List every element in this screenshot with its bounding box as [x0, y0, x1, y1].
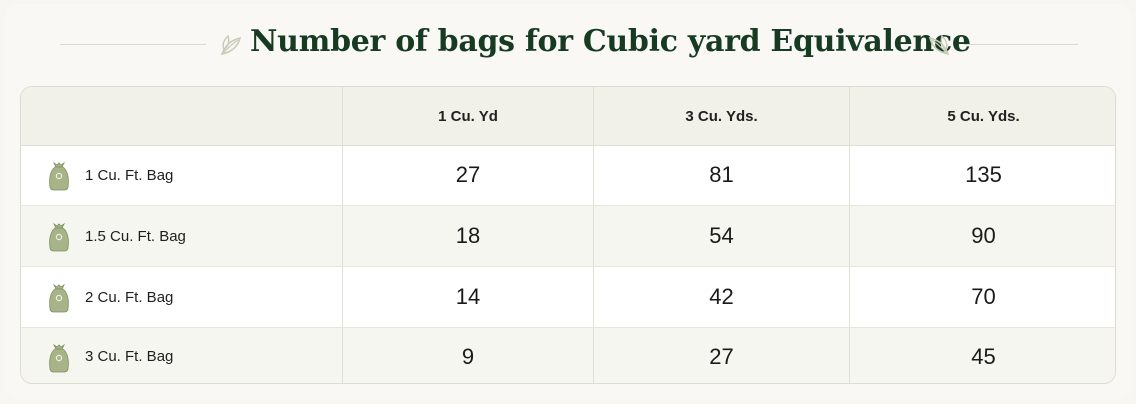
- value-cell: 18: [342, 206, 593, 266]
- value-cell: 70: [849, 267, 1115, 327]
- table-row: 1.5 Cu. Ft. Bag 18 54 90: [21, 206, 1115, 267]
- table-row: 3 Cu. Ft. Bag 9 27 45: [21, 328, 1115, 383]
- row-label: 1.5 Cu. Ft. Bag: [85, 227, 186, 245]
- row-label-cell: 1 Cu. Ft. Bag: [21, 145, 342, 205]
- title-row: Number of bags for Cubic yard Equivalenc…: [0, 22, 1136, 72]
- table-row: 1 Cu. Ft. Bag 27 81 135: [21, 145, 1115, 206]
- value-cell: 9: [342, 328, 593, 383]
- header-cell-1-cu-yd: 1 Cu. Yd: [342, 87, 593, 145]
- value-cell: 42: [593, 267, 849, 327]
- bag-icon: [49, 161, 69, 191]
- value-cell: 27: [593, 328, 849, 383]
- value-cell: 14: [342, 267, 593, 327]
- value-cell: 27: [342, 145, 593, 205]
- divider-right: [964, 44, 1078, 45]
- row-label: 3 Cu. Ft. Bag: [85, 348, 174, 365]
- row-label: 2 Cu. Ft. Bag: [85, 288, 174, 306]
- value-cell: 90: [849, 206, 1115, 266]
- row-label-cell: 1.5 Cu. Ft. Bag: [21, 206, 342, 266]
- value-cell: 45: [849, 328, 1115, 383]
- bag-icon: [49, 343, 69, 372]
- table-row: 2 Cu. Ft. Bag 14 42 70: [21, 267, 1115, 328]
- row-label-cell: 2 Cu. Ft. Bag: [21, 267, 342, 327]
- leaf-icon: [928, 34, 950, 56]
- value-cell: 54: [593, 206, 849, 266]
- header-cell-empty: [21, 87, 342, 145]
- row-label: 1 Cu. Ft. Bag: [85, 166, 174, 184]
- row-label-cell: 3 Cu. Ft. Bag: [21, 328, 342, 383]
- header-cell-3-cu-yds: 3 Cu. Yds.: [593, 87, 849, 145]
- value-cell: 81: [593, 145, 849, 205]
- page-title: Number of bags for Cubic yard Equivalenc…: [250, 24, 971, 59]
- divider-left: [60, 44, 206, 45]
- equivalence-table: 1 Cu. Yd 3 Cu. Yds. 5 Cu. Yds. 1 Cu. Ft.…: [20, 86, 1116, 384]
- bag-icon: [49, 222, 69, 252]
- header-cell-5-cu-yds: 5 Cu. Yds.: [849, 87, 1115, 145]
- value-cell: 135: [849, 145, 1115, 205]
- bag-icon: [49, 283, 69, 313]
- table-header-row: 1 Cu. Yd 3 Cu. Yds. 5 Cu. Yds.: [21, 87, 1115, 146]
- leaf-icon: [220, 34, 242, 56]
